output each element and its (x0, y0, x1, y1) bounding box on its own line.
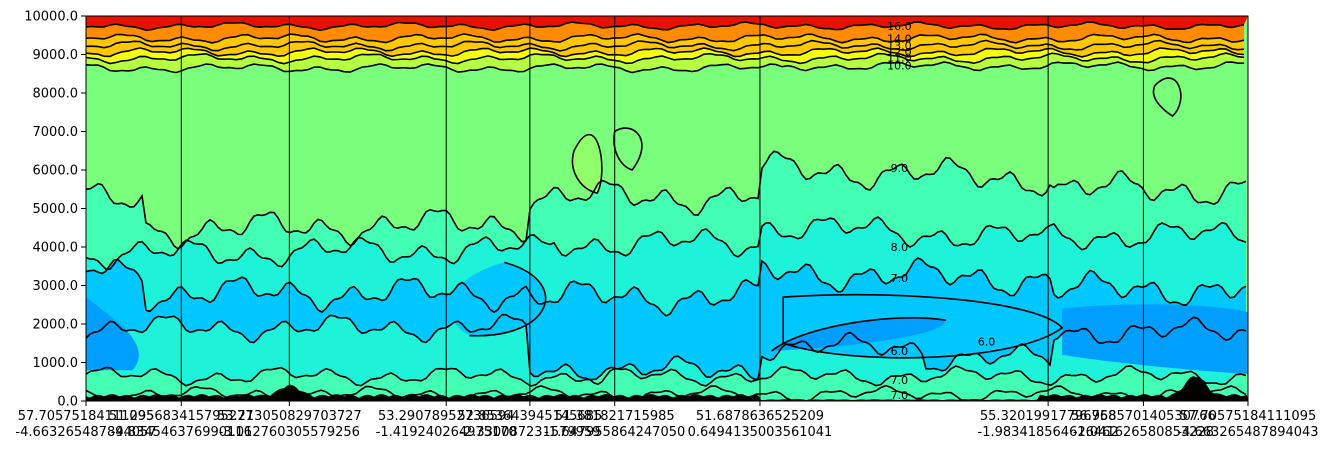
x-tick-label-line: -2.041626580853228 (1073, 425, 1214, 440)
x-tick-label-line: 53.213050829703727 (217, 409, 362, 424)
terrain-silhouette (86, 376, 1248, 401)
contour-line (86, 216, 1247, 271)
x-tick-label-line: 57.70575184111095 (1180, 409, 1316, 424)
plot-area (86, 16, 1248, 401)
x-tick-label-line: 55.32019917796768 (980, 409, 1116, 424)
x-tick-label-line: 0.6494135003561041 (688, 425, 833, 440)
x-tick-label: 53.213050829703727 -3.012760305579256 (217, 409, 362, 440)
band-lime (86, 53, 1244, 73)
x-tick-label: 51.6878636525209 0.6494135003561041 (688, 409, 833, 440)
x-tick-label-line: -2.330087231579959 (459, 425, 600, 440)
x-tick-label-line: -1.419240264975170 (376, 425, 517, 440)
contour-label: 7.0 (891, 374, 909, 387)
x-tick-label-line: -1.647955864247050 (544, 425, 685, 440)
x-tick-label-line: 51.381821715985 (555, 409, 675, 424)
band-near-ground (86, 366, 1248, 401)
x-tick-label-line: 56.958570140530766 (1071, 409, 1216, 424)
x-tick-label-line: -4.663265487894057 (15, 425, 156, 440)
section-dividers (180, 16, 1144, 401)
y-tick-label: 7000.0 (33, 125, 79, 140)
band-mid (86, 217, 1246, 316)
contour-line (782, 293, 1064, 359)
contour-line (86, 365, 1247, 387)
contour-label: 16.0 (887, 20, 912, 33)
band-mid-high (86, 151, 1246, 270)
y-tick-label: 0.0 (57, 395, 78, 410)
contour-labels: 16.014.013.012.011.010.0 9.0 8.0 7.0 6.0 6.0 7… (887, 20, 995, 402)
contour-line (86, 256, 1247, 317)
x-tick-label-line: 52.853643945145685 (458, 409, 603, 424)
contour-label: 6.0 (891, 345, 909, 358)
x-tick-label-line: 51.295683415795277 (109, 409, 254, 424)
contour-label: 7.0 (891, 389, 909, 402)
terrain-silhouette (86, 376, 1248, 401)
contour-label: 7.0 (891, 272, 909, 285)
y-tick-label: 1000.0 (33, 356, 79, 371)
band-mid-lower (86, 314, 1246, 386)
y-tick-label: 10000.0 (24, 10, 78, 25)
pocket-lowest-3 (86, 297, 139, 371)
contour-label: 9.0 (891, 162, 909, 175)
x-tick-label: 55.32019917796768 -1.983418564616462 (978, 409, 1119, 440)
x-tick-label-line: -4.663265487894043 (1177, 425, 1318, 440)
pocket-low-1 (449, 262, 546, 336)
x-tick-label-line: 53.29078952736594 (378, 409, 514, 424)
contour-line (86, 33, 1245, 44)
x-tick-label: 53.29078952736594 -1.419240264975170 (376, 409, 517, 440)
y-tick-label: 3000.0 (33, 279, 79, 294)
contour-label: 14.0 (887, 32, 912, 45)
x-tick-label: 56.958570140530766 -2.041626580853228 (1071, 409, 1216, 440)
y-axis: 0.0 1000.0 2000.0 3000.0 4000.0 5000.0 6000.0 7… (24, 10, 86, 410)
contour-line (86, 313, 1247, 386)
contour-label: 10.0 (887, 59, 912, 72)
contour-label: 12.0 (887, 46, 912, 59)
x-axis: 57.70575184111095 -4.66326548789405751.29… (15, 401, 1319, 440)
contour-label: 8.0 (891, 241, 909, 254)
x-tick-label: 51.295683415795277 -4.834546376990116 (109, 409, 254, 440)
x-tick-label: 51.381821715985 -1.647955864247050 (544, 409, 685, 440)
x-tick-label: 57.70575184111095 -4.663265487894043 (1177, 409, 1318, 440)
contour-line (86, 61, 1244, 74)
contour-line (469, 261, 547, 337)
contour-line (571, 133, 603, 195)
x-tick-label-line: 51.6878636525209 (696, 409, 824, 424)
y-tick-label: 9000.0 (33, 48, 79, 63)
contour-line (771, 317, 947, 352)
x-tick-label-line: 57.70575184111095 (18, 409, 154, 424)
contour-line (1152, 77, 1182, 118)
contour-line (86, 21, 1245, 32)
x-tick-label: 52.853643945145685 -2.330087231579959 (458, 409, 603, 440)
y-tick-label: 6000.0 (33, 164, 79, 179)
contour-line (86, 47, 1245, 58)
y-tick-label: 4000.0 (33, 241, 79, 256)
x-tick-label-line: -4.834546376990116 (111, 425, 252, 440)
contour-label: 6.0 (978, 335, 996, 348)
contour-line (86, 150, 1247, 250)
contour-line (86, 52, 1245, 65)
y-tick-label: 5000.0 (33, 202, 79, 217)
contour-label: 11.0 (887, 52, 912, 65)
pocket-lowest-1 (771, 317, 946, 351)
x-tick-label-line: -1.983418564616462 (978, 425, 1119, 440)
y-tick-label: 2000.0 (33, 318, 79, 333)
pocket-high-1 (572, 134, 602, 194)
x-tick-label-line: -3.012760305579256 (219, 425, 360, 440)
x-tick-label: 57.70575184111095 -4.663265487894057 (15, 409, 156, 440)
contour-line (86, 39, 1245, 52)
contour-label: 13.0 (887, 40, 912, 53)
y-tick-label: 8000.0 (33, 87, 79, 102)
